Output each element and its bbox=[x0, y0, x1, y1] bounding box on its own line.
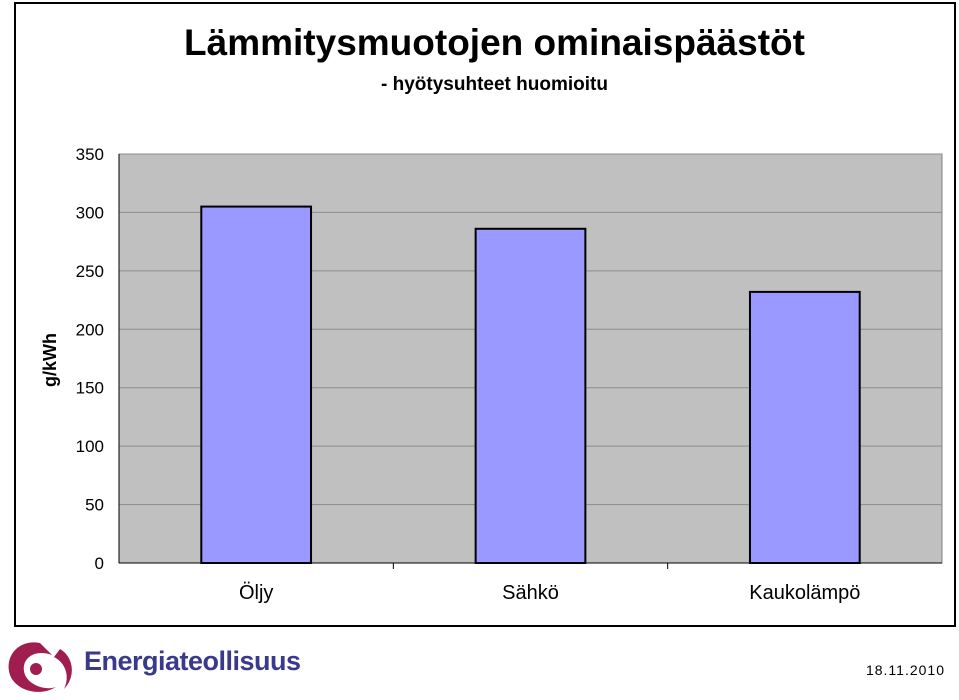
chart-subtitle: - hyötysuhteet huomioitu bbox=[381, 74, 608, 95]
y-axis-label: g/kWh bbox=[40, 333, 60, 387]
y-tick-label: 200 bbox=[76, 320, 104, 339]
y-tick-label: 150 bbox=[76, 379, 104, 398]
y-tick-label: 300 bbox=[76, 203, 104, 222]
brand-name: Energiateollisuus bbox=[84, 646, 301, 676]
y-tick-label: 350 bbox=[76, 145, 104, 164]
footer-date: 18.11.2010 bbox=[865, 662, 945, 678]
y-tick-label: 0 bbox=[95, 554, 104, 573]
bar bbox=[200, 205, 313, 564]
bar bbox=[474, 227, 587, 564]
x-tick-label: Sähkö bbox=[502, 582, 559, 604]
chart-title: Lämmitysmuotojen ominaispäästöt bbox=[184, 22, 805, 63]
x-tick-label: Öljy bbox=[239, 582, 273, 604]
bar bbox=[748, 290, 861, 564]
y-tick-label: 100 bbox=[76, 437, 104, 456]
energiateollisuus-logo-icon bbox=[8, 642, 72, 692]
x-tick-label: Kaukolämpö bbox=[749, 582, 860, 604]
y-tick-label: 50 bbox=[85, 496, 104, 515]
y-tick-label: 250 bbox=[76, 262, 104, 281]
